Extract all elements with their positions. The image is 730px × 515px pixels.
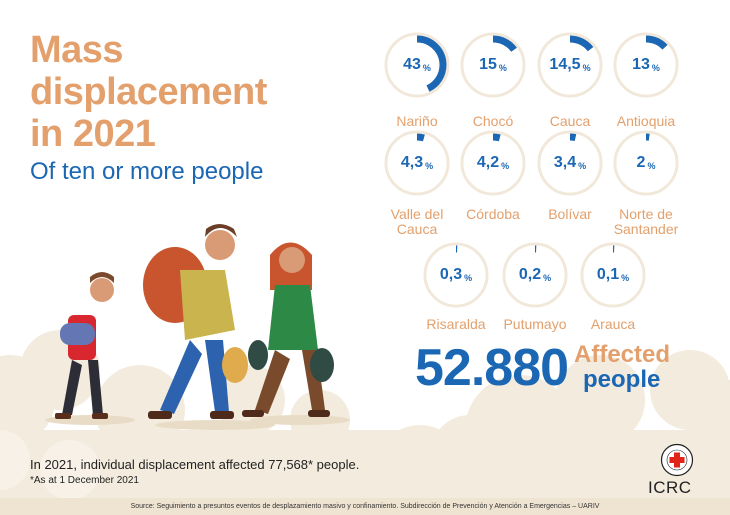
donut-nari-o: 43%: [384, 32, 450, 98]
donut-choc-: 15%: [460, 32, 526, 98]
father-figure: [143, 224, 248, 419]
donut-arc: [616, 35, 676, 95]
region-name: Putumayo: [503, 316, 567, 332]
donut-value-number: 0,1: [596, 266, 620, 283]
donut-putumayo: 0,2%: [502, 242, 568, 308]
donut-value-number: 15: [479, 56, 497, 73]
donut-value-number: 14,5: [549, 56, 581, 73]
donut-value: 15%: [460, 32, 526, 98]
donut-value: 0,3%: [423, 242, 489, 308]
affected-label-line-1: Affected: [574, 341, 671, 368]
donut-value-number: 2: [636, 154, 646, 171]
region-name: Arauca: [590, 316, 636, 332]
donut-arc: [583, 245, 643, 305]
region-name-line-2: Cauca: [396, 221, 438, 237]
donut-valle-del-cauca: 4,3%: [384, 130, 450, 196]
donut-value-unit: %: [621, 272, 630, 283]
region-name: Valle del Cauca: [362, 207, 472, 237]
affected-total-number: 52.880: [415, 339, 569, 397]
child-figure: [55, 272, 114, 419]
subtitle: Of ten or more people: [30, 158, 264, 185]
region-name-line-1: Valle del: [390, 206, 444, 222]
mother-figure: [242, 242, 334, 417]
region-name: Antioquia: [616, 113, 676, 129]
region-name: Cauca: [549, 113, 591, 129]
donut-value-unit: %: [498, 62, 507, 73]
icrc-logo-text: ICRC: [648, 478, 692, 497]
donut-value: 0,2%: [502, 242, 568, 308]
donut-value-unit: %: [582, 62, 591, 73]
title-line-3: in 2021: [30, 113, 156, 155]
donut-value-number: 13: [632, 56, 650, 73]
donut-arc: [387, 35, 447, 95]
displaced-family-illustration: [45, 224, 350, 430]
source-bar: [0, 498, 730, 515]
donut-arc: [540, 35, 600, 95]
donut-value-number: 4,2: [476, 154, 500, 171]
affected-label-line-2: people: [583, 366, 661, 393]
donut-bol-var: 3,4%: [537, 130, 603, 196]
title-line-1: Mass: [30, 29, 124, 71]
donut-arc: [616, 133, 676, 193]
donut-value-number: 4,3: [400, 154, 424, 171]
source-citation: Source: Seguimiento a presuntos eventos …: [130, 503, 600, 510]
donut-risaralda: 0,3%: [423, 242, 489, 308]
donut-value-number: 3,4: [553, 154, 577, 171]
region-name: Chocó: [472, 113, 514, 129]
donut-arc: [505, 245, 565, 305]
donut-value-unit: %: [651, 62, 660, 73]
region-name-line-2: Santander: [613, 221, 679, 237]
donut-value-unit: %: [422, 62, 431, 73]
donut-c-rdoba: 4,2%: [460, 130, 526, 196]
donut-value: 13%: [613, 32, 679, 98]
donut-arc: [463, 35, 523, 95]
donut-arc: [426, 245, 486, 305]
donut-value-number: 0,2: [518, 266, 542, 283]
donut-value-unit: %: [464, 272, 473, 283]
donut-arc: [387, 133, 447, 193]
donut-arc: [463, 133, 523, 193]
donut-value-unit: %: [647, 160, 656, 171]
donut-value-unit: %: [543, 272, 552, 283]
donut-arauca: 0,1%: [580, 242, 646, 308]
red-cross-emblem-icon: [660, 443, 694, 477]
region-name-line-1: Norte de: [619, 206, 673, 222]
region-name: Córdoba: [466, 206, 520, 222]
donut-value-unit: %: [578, 160, 587, 171]
region-name: Norte de Santander: [591, 207, 701, 237]
donut-value-unit: %: [501, 160, 510, 171]
donut-arc: [540, 133, 600, 193]
region-name: Bolívar: [548, 206, 592, 222]
donut-value-unit: %: [425, 160, 434, 171]
title-line-2: displacement: [30, 71, 267, 113]
donut-value: 43%: [384, 32, 450, 98]
donut-antioquia: 13%: [613, 32, 679, 98]
donut-value: 2%: [613, 130, 679, 196]
donut-cauca: 14,5%: [537, 32, 603, 98]
footer-statement: In 2021, individual displacement affecte…: [30, 457, 360, 472]
donut-norte-de-santander: 2%: [613, 130, 679, 196]
region-name: Nariño: [396, 113, 438, 129]
footer-footnote: *As at 1 December 2021: [30, 475, 139, 486]
donut-value-number: 43: [403, 56, 421, 73]
donut-value: 3,4%: [537, 130, 603, 196]
donut-value: 4,3%: [384, 130, 450, 196]
donut-value: 4,2%: [460, 130, 526, 196]
donut-value: 14,5%: [537, 32, 603, 98]
donut-value-number: 0,3: [439, 266, 463, 283]
region-name: Risaralda: [426, 316, 486, 332]
donut-value: 0,1%: [580, 242, 646, 308]
